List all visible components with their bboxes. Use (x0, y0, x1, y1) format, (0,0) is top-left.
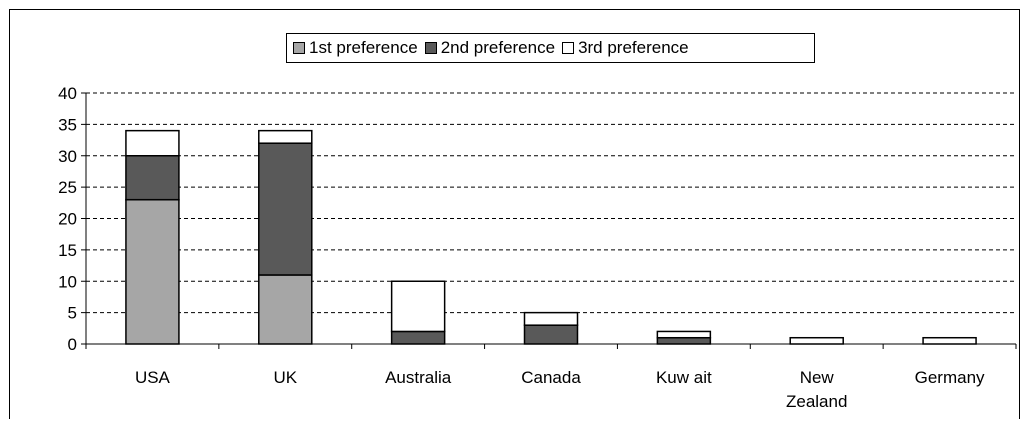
y-tick-label: 10 (58, 272, 77, 291)
x-tick-label: Kuw ait (656, 368, 712, 387)
bar-segment (258, 142, 313, 276)
bar-segment (523, 324, 579, 345)
bar-segment (125, 155, 180, 201)
bar-segment (656, 330, 712, 339)
y-tick-label: 35 (58, 115, 77, 134)
y-tick-label: 40 (58, 84, 77, 103)
x-tick-label: UK (273, 368, 297, 387)
y-tick-label: 25 (58, 178, 77, 197)
y-tick-label: 20 (58, 210, 77, 229)
x-tick-label: Canada (521, 368, 581, 387)
bar-segment (258, 274, 313, 345)
bar-segment (922, 336, 977, 345)
bar-segment (523, 311, 579, 326)
legend-swatch-3rd (562, 42, 575, 54)
legend-item-2nd: 2nd preference (424, 38, 556, 58)
x-tick-label: New (800, 368, 835, 387)
y-tick-label: 15 (58, 241, 77, 260)
bar-segment (789, 336, 844, 345)
y-tick-label: 5 (68, 304, 77, 323)
x-tick-label: Germany (915, 368, 985, 387)
legend-swatch-2nd (424, 42, 437, 54)
bar-segment (656, 336, 712, 345)
bar-segment (258, 129, 313, 144)
legend: 1st preference 2nd preference 3rd prefer… (286, 33, 815, 63)
x-tick-label: Australia (385, 368, 452, 387)
legend-item-3rd: 3rd preference (562, 38, 689, 58)
bar-segment (390, 280, 446, 333)
x-tick-label: Zealand (786, 392, 847, 411)
y-tick-label: 30 (58, 147, 77, 166)
bar-segment (125, 198, 180, 345)
y-tick-label: 0 (68, 335, 77, 354)
legend-label-3rd: 3rd preference (578, 38, 689, 57)
legend-label-2nd: 2nd preference (440, 38, 556, 57)
legend-label-1st: 1st preference (309, 38, 418, 57)
legend-item-1st: 1st preference (293, 38, 418, 58)
chart-frame (9, 9, 1020, 419)
bar-segment (390, 330, 446, 345)
bar-segment (125, 129, 180, 157)
legend-swatch-1st (293, 42, 305, 54)
x-tick-label: USA (135, 368, 171, 387)
